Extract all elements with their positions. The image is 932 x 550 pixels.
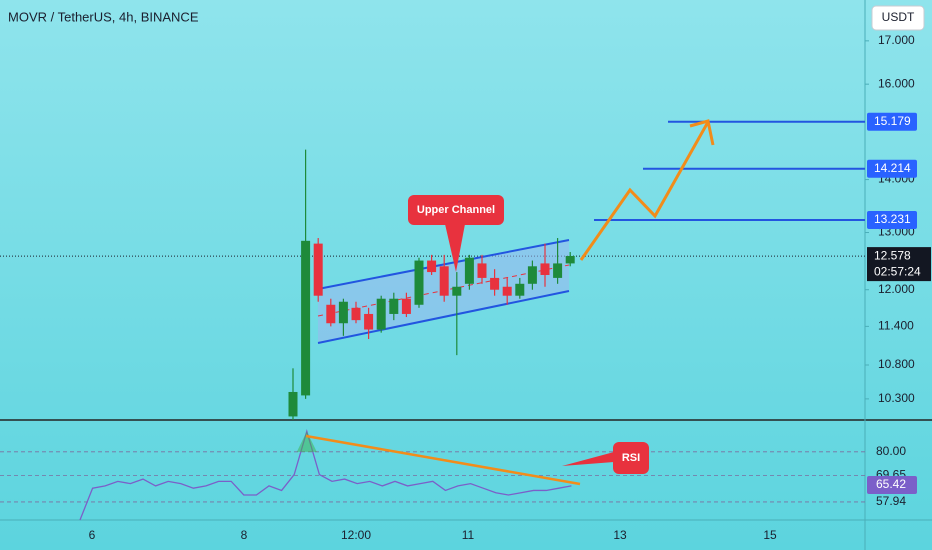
candle-body [376, 298, 386, 330]
y-tick-label: 16.000 [878, 76, 915, 90]
candle-body [477, 263, 487, 278]
candle-body [527, 266, 537, 284]
candle-body [338, 301, 348, 324]
x-tick-label: 12:00 [341, 528, 371, 542]
y-tick-label: 12.000 [878, 282, 915, 296]
x-tick-label: 11 [462, 528, 475, 542]
current-price-label: 12.578 [874, 248, 911, 262]
callout-pointer [445, 224, 465, 272]
x-tick-label: 15 [763, 528, 777, 542]
candle-body [427, 260, 437, 273]
x-tick-label: 6 [89, 528, 96, 542]
candle-body [502, 286, 512, 296]
symbol-title: MOVR / TetherUS, 4h, BINANCE [8, 9, 199, 24]
callout-text: RSI [622, 452, 640, 464]
candle-body [389, 298, 399, 314]
y-tick-label: 11.400 [878, 319, 914, 333]
level-label: 13.231 [874, 212, 911, 226]
callout-text: Upper Channel [417, 204, 495, 216]
currency-button[interactable] [871, 5, 925, 31]
rsi-current-label: 65.42 [876, 477, 906, 491]
rsi-tick-label: 80.00 [876, 444, 906, 458]
level-label-box [867, 112, 917, 131]
candle-body [326, 304, 336, 324]
current-price-box [867, 247, 931, 282]
level-label: 15.179 [874, 114, 911, 128]
candle-body [288, 391, 298, 417]
callout-box [613, 442, 649, 474]
callout-box [408, 195, 504, 225]
candle-body [414, 260, 424, 305]
y-tick-label: 17.000 [878, 33, 915, 47]
candle-body [351, 307, 361, 321]
rsi-overbought-fill [296, 431, 317, 452]
upper-channel-callout: Upper Channel [408, 195, 504, 272]
candle-body [301, 240, 311, 396]
candle-body [401, 298, 411, 314]
channel-upper [317, 239, 570, 290]
rsi-callout: RSI [562, 442, 649, 474]
candle-body [540, 263, 550, 275]
arrow-head [689, 119, 715, 146]
countdown-label: 02:57:24 [874, 264, 921, 278]
candle-body [313, 243, 323, 296]
rsi-current-box [867, 475, 917, 494]
level-label-box [867, 210, 917, 229]
projection-arrow [579, 121, 710, 261]
currency-label: USDT [882, 10, 915, 24]
candle-body [553, 263, 563, 278]
rsi-trendline [305, 434, 581, 486]
y-tick-label: 10.300 [878, 391, 915, 405]
candle-body [464, 257, 474, 284]
rsi-line [79, 429, 572, 521]
candle-body [452, 286, 462, 296]
candle-body [364, 313, 374, 330]
channel-lower [317, 290, 570, 344]
level-label-box [867, 159, 917, 178]
level-label: 14.214 [874, 161, 911, 175]
callout-pointer [562, 452, 614, 466]
candle-body [515, 283, 525, 296]
candle-body [439, 266, 449, 296]
rsi-tick-label: 57.94 [876, 494, 906, 508]
y-tick-label: 10.800 [878, 357, 915, 371]
x-tick-label: 8 [241, 528, 248, 542]
x-tick-label: 13 [613, 528, 627, 542]
candle-body [490, 277, 500, 290]
candle-body [565, 255, 575, 264]
